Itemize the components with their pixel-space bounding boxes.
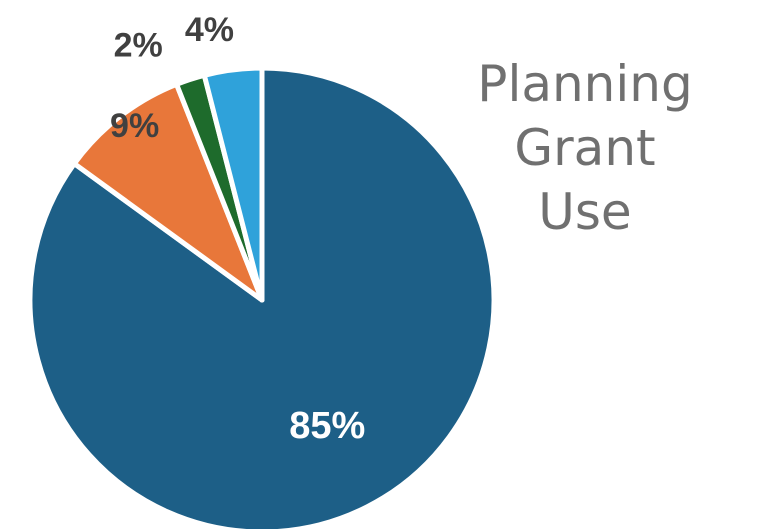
pie-slice-label-3: 4%: [185, 11, 234, 49]
pie-labels: 85% 9% 2% 4%: [110, 11, 365, 447]
pie-slice-label-0: 85%: [289, 405, 365, 447]
chart-title: Planning Grant Use: [400, 52, 770, 244]
pie-slice-1: [71, 81, 265, 303]
pie-slice-label-1: 9%: [110, 107, 159, 145]
pie-slice-3: [201, 65, 265, 303]
chart-title-line-1: Planning Grant: [477, 55, 693, 177]
pie-slices: [27, 65, 497, 529]
pie-slice-label-2: 2%: [114, 26, 163, 64]
chart-title-line-2: Use: [538, 183, 632, 241]
